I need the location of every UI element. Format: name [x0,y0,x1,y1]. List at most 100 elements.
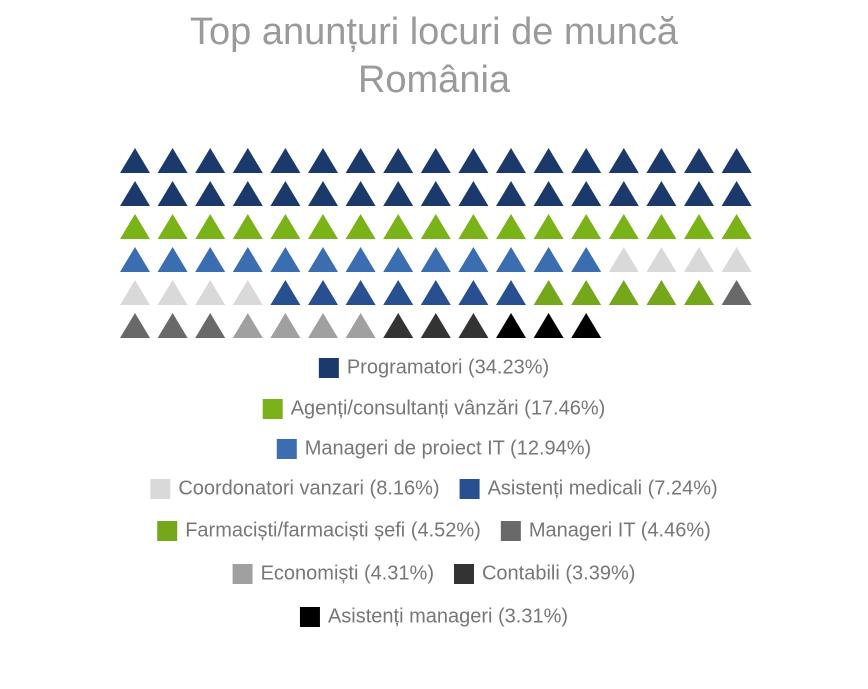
waffle-icon [383,181,414,206]
waffle-icon [383,148,414,173]
waffle-icon [308,148,338,173]
waffle-icon [608,181,639,206]
waffle-icon [270,247,301,272]
waffle-icon [420,280,451,305]
waffle-icon [684,181,714,206]
waffle-icon [157,214,188,239]
waffle-icon [458,214,489,239]
waffle-icon [383,313,414,338]
waffle-icon [157,181,188,206]
waffle-icon [533,148,564,173]
waffle-icon [533,181,564,206]
waffle-icon [684,247,714,272]
waffle-icon [533,214,564,239]
waffle-icon [571,280,602,305]
waffle-icon [270,214,301,239]
legend-label: Economiști (4.31%) [261,562,434,584]
waffle-icon [157,247,188,272]
waffle-icon [496,280,526,305]
waffle-icon [646,280,677,305]
waffle-icon [420,214,451,239]
waffle-icon [120,214,150,239]
waffle-icon [571,214,602,239]
waffle-icon [345,280,376,305]
waffle-icon [157,313,188,338]
legend-label: Manageri IT (4.46%) [529,519,711,541]
waffle-icon [120,280,150,305]
waffle-icon [721,280,752,305]
legend-label: Contabili (3.39%) [482,562,635,584]
legend-swatch [318,358,339,378]
waffle-icon [345,181,376,206]
waffle-icon [646,214,677,239]
legend-swatch [232,564,253,584]
legend-swatch [299,607,320,627]
waffle-icon [120,181,150,206]
waffle-icon [571,313,602,338]
legend-swatch [157,521,178,541]
waffle-icon [270,313,301,338]
legend-label: Coordonatori vanzari (8.16%) [178,477,439,499]
waffle-icon [270,280,301,305]
waffle-icon [684,148,714,173]
waffle-icon [308,214,338,239]
waffle-icon [345,148,376,173]
chart-title: Top anunțuri locuri de muncă România [190,11,678,101]
waffle-icon [571,247,602,272]
waffle-icon [721,214,752,239]
legend-swatch [453,564,474,584]
legend-label: Asistenți medicali (7.24%) [488,477,718,499]
waffle-icon [420,181,451,206]
waffle-icon [120,313,150,338]
waffle-icon [721,247,752,272]
legend-swatch [459,479,480,499]
waffle-icon [232,247,263,272]
waffle-icon [496,214,526,239]
waffle-icon [308,313,338,338]
waffle-icon [608,214,639,239]
legend-label: Agenți/consultanți vânzări (17.46%) [291,397,606,419]
waffle-icon [420,247,451,272]
waffle-icon [496,181,526,206]
waffle-icon [383,280,414,305]
waffle-icon [684,280,714,305]
waffle-icon [571,148,602,173]
legend-label: Manageri de proiect IT (12.94%) [305,437,591,459]
waffle-icon [308,247,338,272]
waffle-icon [195,280,226,305]
legend-swatch [150,479,171,499]
waffle-icon [608,280,639,305]
legend-label: Asistenți manageri (3.31%) [328,605,568,627]
waffle-icon [157,148,188,173]
waffle-icon [533,280,564,305]
legend-swatch [262,399,283,419]
waffle-icon [684,214,714,239]
waffle-icon [232,280,263,305]
waffle-icon [195,247,226,272]
waffle-icon [496,148,526,173]
waffle-icon [232,313,263,338]
waffle-icon [496,247,526,272]
waffle-icon [383,247,414,272]
waffle-icon [608,148,639,173]
waffle-icon [195,181,226,206]
legend-label: Programatori (34.23%) [347,356,549,378]
waffle-icon [458,181,489,206]
waffle-icon [345,313,376,338]
waffle-icon [120,247,150,272]
waffle-icon [571,181,602,206]
waffle-icon [232,214,263,239]
waffle-icon [458,247,489,272]
waffle-icon [608,247,639,272]
waffle-icon [195,214,226,239]
waffle-icon [646,181,677,206]
waffle-icon [120,148,150,173]
waffle-icon [646,148,677,173]
legend-swatch [276,439,297,459]
waffle-icon [458,313,489,338]
waffle-icon [270,148,301,173]
waffle-icon [195,148,226,173]
waffle-icon [458,280,489,305]
